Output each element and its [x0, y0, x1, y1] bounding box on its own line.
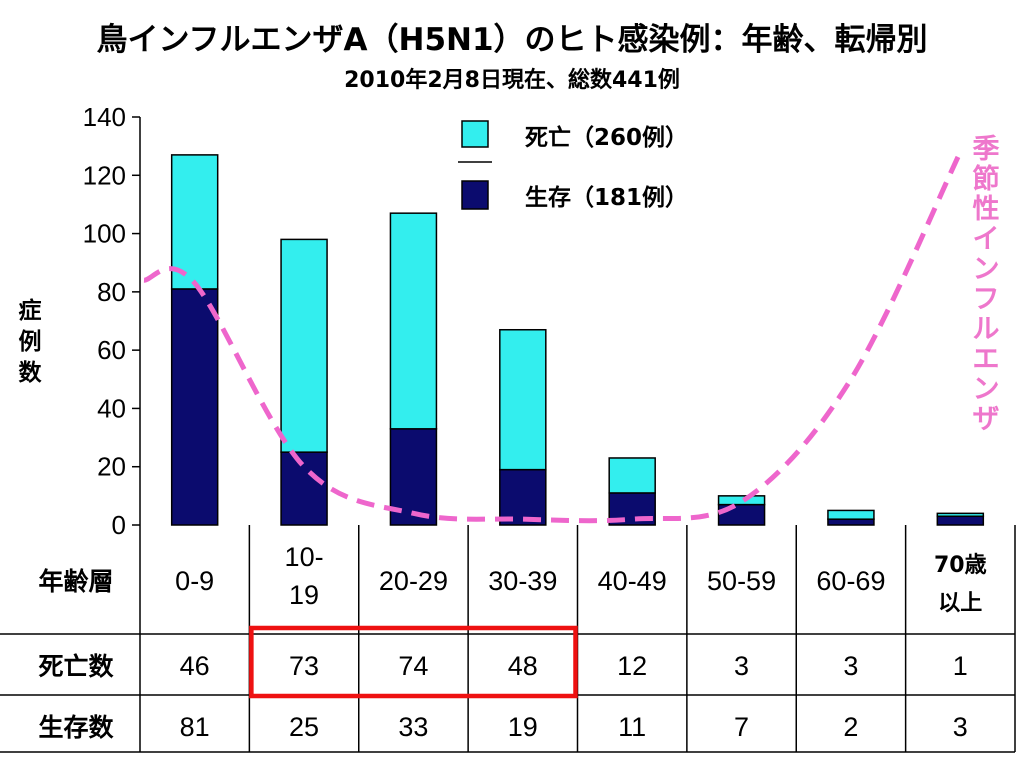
y-axis-label: 症例数 [19, 297, 43, 386]
bar-death [499, 328, 547, 471]
annotation-char: ル [973, 314, 1000, 345]
survive-cell: 7 [734, 712, 749, 742]
chart-subtitle: 2010年2月8日現在、総数441例 [344, 68, 680, 93]
annotation-char: ン [973, 254, 1000, 285]
survive-cell: 3 [953, 712, 968, 742]
y-label-char: 症 [19, 297, 42, 324]
annotation-char: イ [973, 224, 1000, 255]
death-cell: 74 [398, 651, 428, 681]
survive-cell: 19 [508, 712, 538, 742]
y-tick-label: 120 [83, 160, 126, 190]
highlight-box [249, 625, 578, 699]
y-tick-label: 60 [97, 335, 126, 365]
bar-survive [280, 451, 328, 526]
bar-death [170, 154, 219, 290]
death-cell: 12 [617, 651, 647, 681]
bar-survive [827, 518, 875, 526]
bar-survive [936, 515, 985, 526]
legend: 死亡（260例） 生存（181例） [458, 120, 688, 211]
legend-label-death: 死亡（260例） [525, 124, 688, 151]
legend-swatch-survive [461, 180, 489, 210]
row-header-survive: 生存数 [38, 713, 114, 742]
y-tick-label: 100 [83, 219, 126, 249]
y-label-char: 数 [19, 360, 43, 386]
survive-cell: 2 [843, 712, 858, 742]
age-cell: 60-69 [816, 566, 885, 596]
annotation-char: エ [973, 344, 1000, 375]
age-cell: 以上 [938, 591, 982, 616]
bars [170, 154, 985, 526]
row-header-age: 年齢層 [38, 567, 113, 596]
annotation-char: 節 [973, 163, 1000, 195]
row-header-death: 死亡数 [38, 652, 114, 681]
bar-death [389, 212, 438, 430]
death-cell: 48 [508, 651, 538, 681]
age-cell: 10- [285, 542, 324, 572]
y-tick-label: 40 [97, 393, 126, 423]
death-cell: 3 [843, 651, 858, 681]
age-cell: 0-9 [175, 566, 214, 596]
bar-survive [170, 288, 219, 526]
chart-title: 鳥インフルエンザA（H5N1）のヒト感染例：年齢、転帰別 [96, 22, 928, 58]
bar-death [936, 512, 985, 518]
y-tick-label: 0 [112, 510, 126, 540]
survive-cell: 11 [618, 712, 646, 742]
death-cell: 1 [953, 651, 968, 681]
bar-death [608, 457, 656, 494]
age-cell: 20-29 [379, 566, 448, 596]
y-label-char: 例 [19, 329, 42, 355]
annotation-char: フ [973, 284, 1000, 315]
y-axis: 0 20 40 60 80 100 120 140 [83, 102, 141, 540]
age-cell: 19 [289, 580, 319, 610]
age-cell: 50-59 [707, 566, 776, 596]
death-cell: 73 [289, 651, 319, 681]
legend-swatch-death [461, 120, 489, 148]
bar-death [717, 495, 766, 506]
annotation-char: 季 [973, 134, 1000, 165]
annotation-char: 性 [973, 194, 1000, 225]
bar-death [827, 509, 875, 520]
seasonal-curve-group [143, 150, 963, 524]
death-cell: 46 [180, 651, 210, 681]
annotation-char: ン [973, 374, 1000, 405]
seasonal-curve [143, 150, 963, 524]
y-tick-label: 20 [97, 452, 126, 482]
annotation-char: ザ [973, 404, 1000, 435]
death-cell: 3 [734, 651, 749, 681]
legend-label-survive: 生存（181例） [525, 184, 688, 211]
age-cell: 30-39 [488, 566, 557, 596]
age-cell: 70歳 [934, 553, 987, 578]
age-cell: 40-49 [598, 566, 667, 596]
bar-death [280, 238, 328, 453]
survive-cell: 33 [398, 712, 428, 742]
survive-cell: 25 [289, 712, 319, 742]
y-tick-label: 140 [83, 102, 126, 132]
survive-cell: 81 [180, 712, 210, 742]
y-tick-label: 80 [97, 277, 126, 307]
